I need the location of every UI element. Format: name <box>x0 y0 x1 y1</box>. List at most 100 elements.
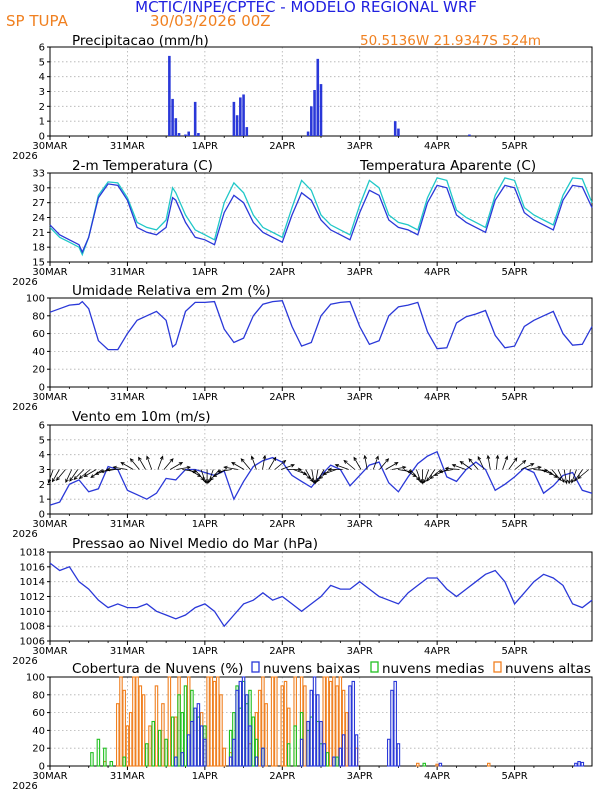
cloud-low-bar <box>390 689 394 767</box>
temperature-xtick-label: 4APR <box>424 267 450 278</box>
cloud-high-bar <box>161 703 165 767</box>
wind-direction-arrow <box>268 456 277 470</box>
wind-direction-arrow <box>327 467 343 472</box>
wind-direction-arrow <box>468 458 479 470</box>
cloud-low-bar <box>341 734 346 767</box>
legend-high-swatch <box>493 661 502 673</box>
cloud-low-bar <box>354 734 359 767</box>
cloud-high-bar <box>141 694 146 767</box>
cloud-low-bar <box>299 738 304 767</box>
precip-bar <box>187 131 191 136</box>
wind-ytick-label: 1 <box>39 495 45 506</box>
wind-direction-arrow <box>520 463 535 470</box>
pressure-xtick-label: 3APR <box>347 646 373 657</box>
cloud-high-bar <box>119 676 123 767</box>
wind-direction-arrow <box>353 456 362 470</box>
cloud-high-bar <box>345 712 349 767</box>
temperature-xtick-label: 1APR <box>192 267 218 278</box>
cloud-low-bar <box>309 689 314 767</box>
pressure-ytick-label: 1006 <box>20 637 45 648</box>
cloud-high-bar <box>283 680 288 767</box>
cloud-low-bar <box>245 694 249 767</box>
pressure-xtick-label: 1APR <box>192 646 218 657</box>
pressure-year-label: 2026 <box>12 656 37 667</box>
temperature-ytick-label: 33 <box>32 169 45 180</box>
temperature-frame <box>49 172 593 263</box>
precip-ytick-label: 2 <box>39 102 45 113</box>
cloud-high-bar <box>206 676 210 767</box>
wind-direction-arrow <box>343 459 356 470</box>
precip-xtick-label: 3APR <box>347 141 373 152</box>
cloud-mid-bar <box>103 747 107 767</box>
wind-direction-arrow <box>334 464 349 470</box>
wind-direction-arrow <box>65 469 73 484</box>
humidity-panel: Umidade Relativa em 2m (%) 0 20 40 60 80 100 3… <box>12 283 593 413</box>
cloud-mid-bar <box>151 720 155 767</box>
cloud-low-bar <box>312 676 317 767</box>
cloud-mid-bar <box>177 694 181 767</box>
wind-direction-arrow <box>129 458 140 470</box>
temperature-ytick-label: 30 <box>32 183 45 194</box>
wind-xtick-label: 5APR <box>501 519 527 530</box>
wind-xtick-label: 31MAR <box>110 519 145 530</box>
cloud-low-bar <box>174 756 178 767</box>
wind-direction-arrow <box>563 469 568 485</box>
header-title: MCTIC/INPE/CPTEC - MODELO REGIONAL WRF <box>135 0 477 16</box>
precip-ytick-label: 6 <box>39 43 45 54</box>
cloud-mid-bar <box>109 760 114 767</box>
precip-bar <box>319 84 323 136</box>
temperature-xtick-label: 5APR <box>501 267 527 278</box>
precip-bar <box>245 127 249 136</box>
cloud-high-bar <box>148 725 152 767</box>
cloud-low-bar <box>574 762 578 767</box>
wind-direction-arrow <box>426 469 436 482</box>
precip-xtick-label: 1APR <box>192 141 218 152</box>
cloud-high-bar <box>132 676 136 767</box>
cloud-low-bar <box>235 689 239 767</box>
pressure-xtick-label: 2APR <box>269 646 295 657</box>
clouds-xtick-label: 30MAR <box>32 771 67 782</box>
precip-bar <box>168 55 171 136</box>
wind-ytick-label: 2 <box>39 480 45 491</box>
cloud-high-bar <box>219 694 223 767</box>
pressure-xtick-label: 31MAR <box>110 646 145 657</box>
precip-bar <box>393 121 397 136</box>
clouds-xtick-label: 1APR <box>192 771 218 782</box>
temperature-ytick-label: 15 <box>32 258 45 269</box>
precip-xtick-label: 31MAR <box>110 141 145 152</box>
wind-direction-arrow <box>217 469 232 474</box>
precip-bar <box>193 101 197 136</box>
cloud-low-bar <box>348 685 352 767</box>
precip-bar <box>177 133 181 136</box>
cloud-high-bar <box>303 685 307 767</box>
cloud-low-bar <box>261 747 265 767</box>
cloud-high-bar <box>128 712 133 767</box>
pressure-ytick-label: 1008 <box>20 622 45 633</box>
wind-direction-arrow <box>551 469 562 481</box>
wind-year-label: 2026 <box>12 529 37 540</box>
wind-direction-arrow <box>105 467 121 472</box>
cloud-low-bar <box>396 743 401 767</box>
pressure-xtick-label: 4APR <box>424 646 450 657</box>
wind-direction-arrow <box>207 469 214 484</box>
wind-direction-arrow <box>545 469 558 479</box>
humidity-ytick-label: 80 <box>32 311 45 322</box>
wind-direction-arrow <box>78 469 91 480</box>
pressure-ytick-label: 1014 <box>20 577 45 588</box>
pressure-panel: Pressao ao Nivel Medio do Mar (hPa) 1006… <box>12 536 593 667</box>
pressure-ytick-label: 1012 <box>20 592 45 603</box>
cloud-low-bar <box>306 720 310 767</box>
clouds-ytick-label: 0 <box>39 762 45 773</box>
cloud-low-bar <box>351 680 356 767</box>
humidity-xtick-label: 2APR <box>269 392 295 403</box>
precip-bar <box>184 134 187 136</box>
humidity-xtick-label: 3APR <box>347 392 373 403</box>
cloud-low-bar <box>254 756 259 767</box>
clouds-year-label: 2026 <box>12 781 37 792</box>
precip-bar <box>468 134 471 136</box>
clouds-ytick-label: 80 <box>32 690 45 701</box>
cloud-mid-bar <box>183 685 188 767</box>
wind-ytick-label: 3 <box>39 465 45 476</box>
pressure-ytick-label: 1010 <box>20 607 45 618</box>
